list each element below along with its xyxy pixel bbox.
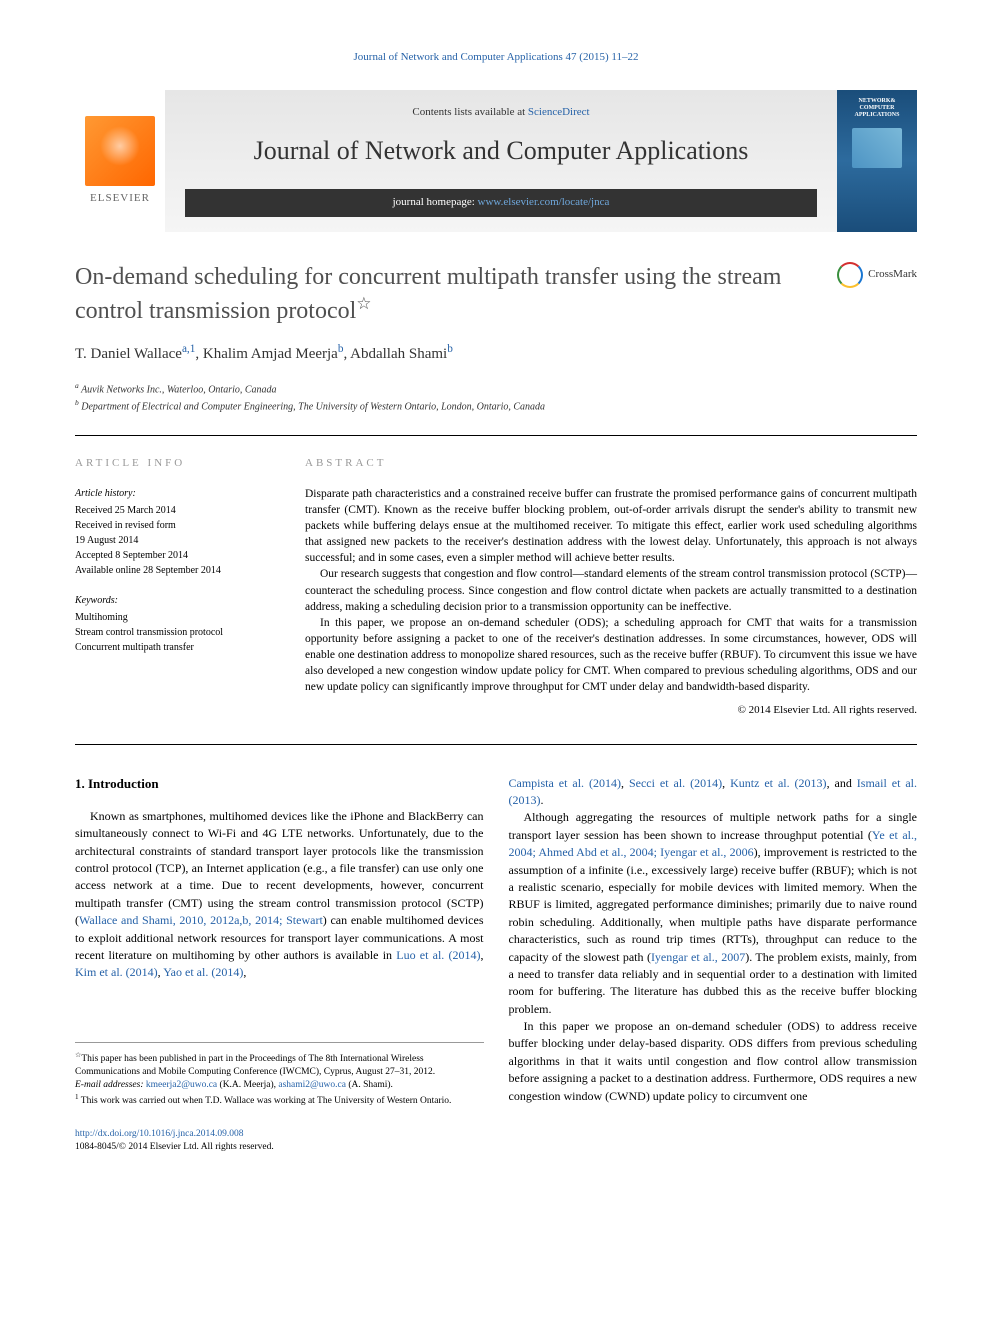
body-paragraph: Campista et al. (2014), Secci et al. (20… [509,775,918,810]
column-left: 1. Introduction Known as smartphones, mu… [75,775,484,1155]
journal-cover-thumbnail: NETWORK& COMPUTER APPLICATIONS [837,90,917,231]
authors-line: T. Daniel Wallacea,1, Khalim Amjad Meerj… [75,342,917,365]
affiliation-b: Department of Electrical and Computer En… [81,402,545,413]
keyword: Concurrent multipath transfer [75,640,275,655]
author-affil-link[interactable]: a,1 [182,343,195,355]
citation-link[interactable]: Luo et al. (2014) [396,948,480,962]
body-paragraph: Known as smartphones, multihomed devices… [75,808,484,982]
crossmark-badge[interactable]: CrossMark [837,262,917,288]
email-name: (K.A. Meerja), [217,1080,278,1090]
keyword: Stream control transmission protocol [75,625,275,640]
citation-link[interactable]: Iyengar et al., 2007 [651,950,745,964]
section-heading: 1. Introduction [75,775,484,793]
article-info-heading: ARTICLE INFO [75,456,275,471]
contents-prefix: Contents lists available at [412,106,527,118]
affiliations: a Auvik Networks Inc., Waterloo, Ontario… [75,380,917,436]
email-name: (A. Shami). [346,1080,393,1090]
history-line: Accepted 8 September 2014 [75,548,275,563]
cover-text: NETWORK& COMPUTER APPLICATIONS [837,98,917,118]
body-paragraph: In this paper we propose an on-demand sc… [509,1018,918,1105]
publisher-logo: ELSEVIER [75,90,165,231]
abstract: ABSTRACT Disparate path characteristics … [305,456,917,719]
title-footnote-mark: ☆ [356,294,371,313]
journal-name: Journal of Network and Computer Applicat… [185,133,817,169]
footnotes: ☆This paper has been published in part i… [75,1042,484,1109]
contents-line: Contents lists available at ScienceDirec… [185,105,817,120]
email-label: E-mail addresses: [75,1080,146,1090]
journal-homepage-link[interactable]: www.elsevier.com/locate/jnca [478,196,610,208]
doi-link[interactable]: http://dx.doi.org/10.1016/j.jnca.2014.09… [75,1129,243,1139]
keywords-label: Keywords: [75,593,275,608]
footnote-1: 1 This work was carried out when T.D. Wa… [75,1093,484,1108]
body-paragraph: Although aggregating the resources of mu… [509,809,918,1018]
journal-citation-link[interactable]: Journal of Network and Computer Applicat… [354,51,639,63]
email-link[interactable]: ashami2@uwo.ca [278,1080,346,1090]
email-link[interactable]: kmeerja2@uwo.ca [146,1080,217,1090]
footer-meta: http://dx.doi.org/10.1016/j.jnca.2014.09… [75,1128,484,1155]
citation-link[interactable]: Secci et al. (2014) [629,776,722,790]
body-text-run: . [541,793,544,807]
affiliation-a: Auvik Networks Inc., Waterloo, Ontario, … [81,384,276,395]
footnote-star: ☆This paper has been published in part i… [75,1051,484,1080]
body-text-run: , [481,948,484,962]
elsevier-tree-icon [85,116,155,186]
publisher-name: ELSEVIER [90,191,150,206]
body-text-run: , and [827,776,857,790]
sciencedirect-link[interactable]: ScienceDirect [528,106,590,118]
citation-link[interactable]: Kuntz et al. (2013) [730,776,827,790]
author-2: , Khalim Amjad Meerja [195,346,337,362]
journal-header: ELSEVIER Contents lists available at Sci… [75,90,917,231]
author-3: , Abdallah Shami [343,346,447,362]
abstract-paragraph: Our research suggests that congestion an… [305,566,917,614]
history-line: Received 25 March 2014 [75,503,275,518]
citation-link[interactable]: Wallace and Shami, 2010, 2012a,b, 2014; … [79,913,323,927]
body-text-run: , [722,776,730,790]
history-line: Available online 28 September 2014 [75,563,275,578]
issn-copyright: 1084-8045/© 2014 Elsevier Ltd. All right… [75,1141,484,1154]
keyword: Multihoming [75,610,275,625]
history-line: 19 August 2014 [75,533,275,548]
body-text-run: Known as smartphones, multihomed devices… [75,809,484,927]
history-line: Received in revised form [75,518,275,533]
author-affil-link[interactable]: b [447,343,453,355]
citation-link[interactable]: Kim et al. (2014) [75,965,158,979]
homepage-bar: journal homepage: www.elsevier.com/locat… [185,189,817,216]
article-title: On-demand scheduling for concurrent mult… [75,262,837,327]
abstract-copyright: © 2014 Elsevier Ltd. All rights reserved… [305,703,917,718]
history-label: Article history: [75,486,275,501]
body-text-run: , [621,776,629,790]
abstract-paragraph: Disparate path characteristics and a con… [305,486,917,566]
author-1: T. Daniel Wallace [75,346,182,362]
cover-art-icon [852,128,902,168]
body-text: 1. Introduction Known as smartphones, mu… [75,775,917,1155]
column-right: Campista et al. (2014), Secci et al. (20… [509,775,918,1155]
body-text-run: ), improvement is restricted to the assu… [509,845,918,963]
body-text-run: Although aggregating the resources of mu… [509,810,918,841]
title-text: On-demand scheduling for concurrent mult… [75,264,781,324]
article-info-sidebar: ARTICLE INFO Article history: Received 2… [75,456,275,719]
abstract-heading: ABSTRACT [305,456,917,471]
journal-citation: Journal of Network and Computer Applicat… [75,50,917,65]
homepage-prefix: journal homepage: [393,196,478,208]
body-text-run: , [243,965,246,979]
footnote-emails: E-mail addresses: kmeerja2@uwo.ca (K.A. … [75,1079,484,1092]
crossmark-label: CrossMark [868,267,917,281]
citation-link[interactable]: Campista et al. (2014) [509,776,622,790]
abstract-paragraph: In this paper, we propose an on-demand s… [305,615,917,695]
crossmark-icon [837,262,863,288]
citation-link[interactable]: Yao et al. (2014) [163,965,243,979]
